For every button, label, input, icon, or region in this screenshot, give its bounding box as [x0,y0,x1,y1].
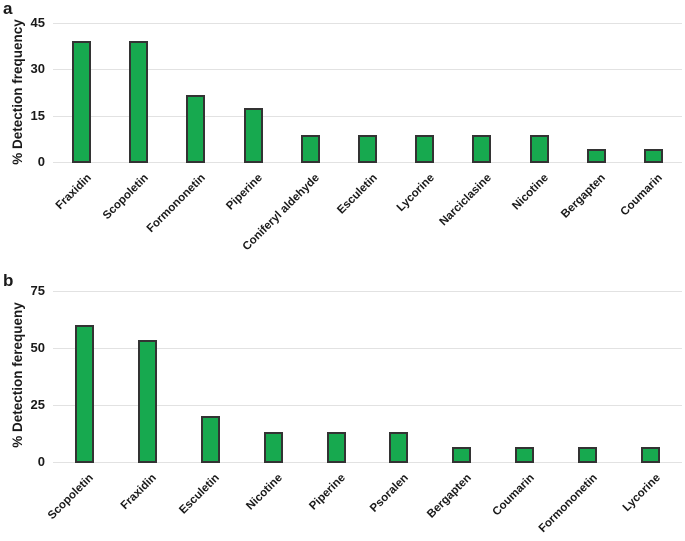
bar [72,41,91,163]
bar [415,135,434,163]
bar [244,108,263,163]
bar [578,447,597,463]
panel-label: b [3,271,14,290]
chart-panel-b: b % Detection ferequeny 0 25 50 75 Scopoleti… [0,265,685,541]
gridline [53,23,682,24]
x-category-label: Scopoletin [45,471,96,522]
gridline [53,462,682,463]
bar [452,447,471,463]
gridline [53,69,682,70]
bar [587,149,606,163]
bar [138,340,157,463]
plot-area: 0 25 50 75 Scopoletin Fraxidin Esculetin Nicoti… [0,265,685,541]
bar [186,95,205,163]
bar [644,149,663,163]
bar [472,135,491,163]
chart-panel-a: a % Detection frequency 0 15 30 45 Fraxidin S… [0,0,685,265]
panel-label: a [3,0,13,18]
gridline [53,405,682,406]
y-tick-label: 50 [30,340,45,355]
y-tick-label: 45 [30,15,45,30]
bar [75,325,94,463]
bar [129,41,148,163]
bar [301,135,320,163]
y-tick-label: 0 [37,454,45,469]
bar [358,135,377,163]
bar [530,135,549,163]
gridline [53,116,682,117]
y-tick-label: 25 [30,397,45,412]
bar [201,416,220,463]
bar [327,432,346,463]
y-tick-label: 0 [37,154,45,169]
y-tick-label: 15 [30,108,45,123]
bar [389,432,408,463]
plot-area: 0 15 30 45 Fraxidin Scopoletin Formononetin Pip… [0,0,685,265]
gridline [53,348,682,349]
bar [641,447,660,463]
y-tick-label: 75 [30,283,45,298]
gridline [53,291,682,292]
y-tick-label: 30 [30,61,45,76]
bar [515,447,534,463]
bar [264,432,283,463]
